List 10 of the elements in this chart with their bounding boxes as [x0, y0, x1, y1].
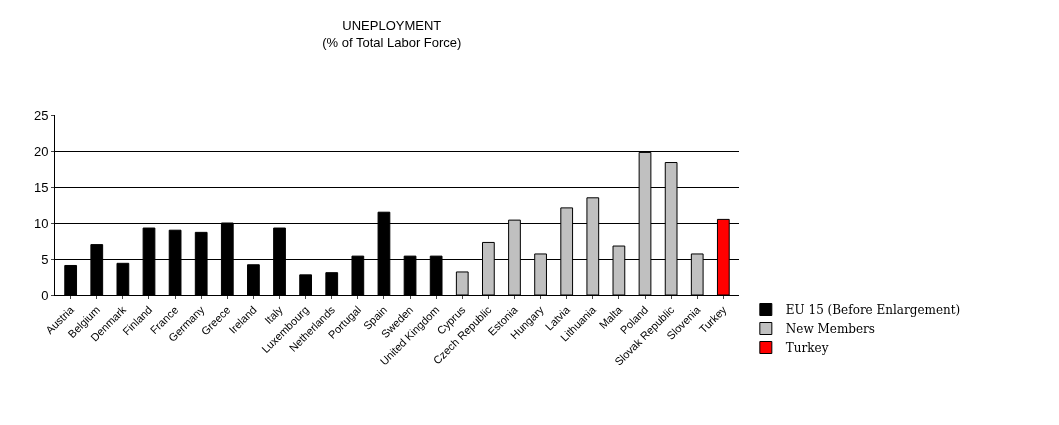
legend-label: New Members — [785, 322, 875, 337]
legend-label: EU 15 (Before Enlargement) — [785, 303, 961, 318]
y-tick-label: 0 — [41, 287, 49, 303]
y-tick-label: 20 — [33, 143, 49, 159]
chart-subtitle: (% of Total Labor Force) — [322, 34, 462, 50]
y-tick-label: 25 — [33, 107, 49, 123]
chart-title: UNEPLOYMENT — [342, 17, 442, 33]
y-tick-label: 10 — [33, 215, 49, 231]
y-tick-label: 15 — [33, 179, 49, 195]
y-tick-label: 5 — [41, 251, 49, 267]
